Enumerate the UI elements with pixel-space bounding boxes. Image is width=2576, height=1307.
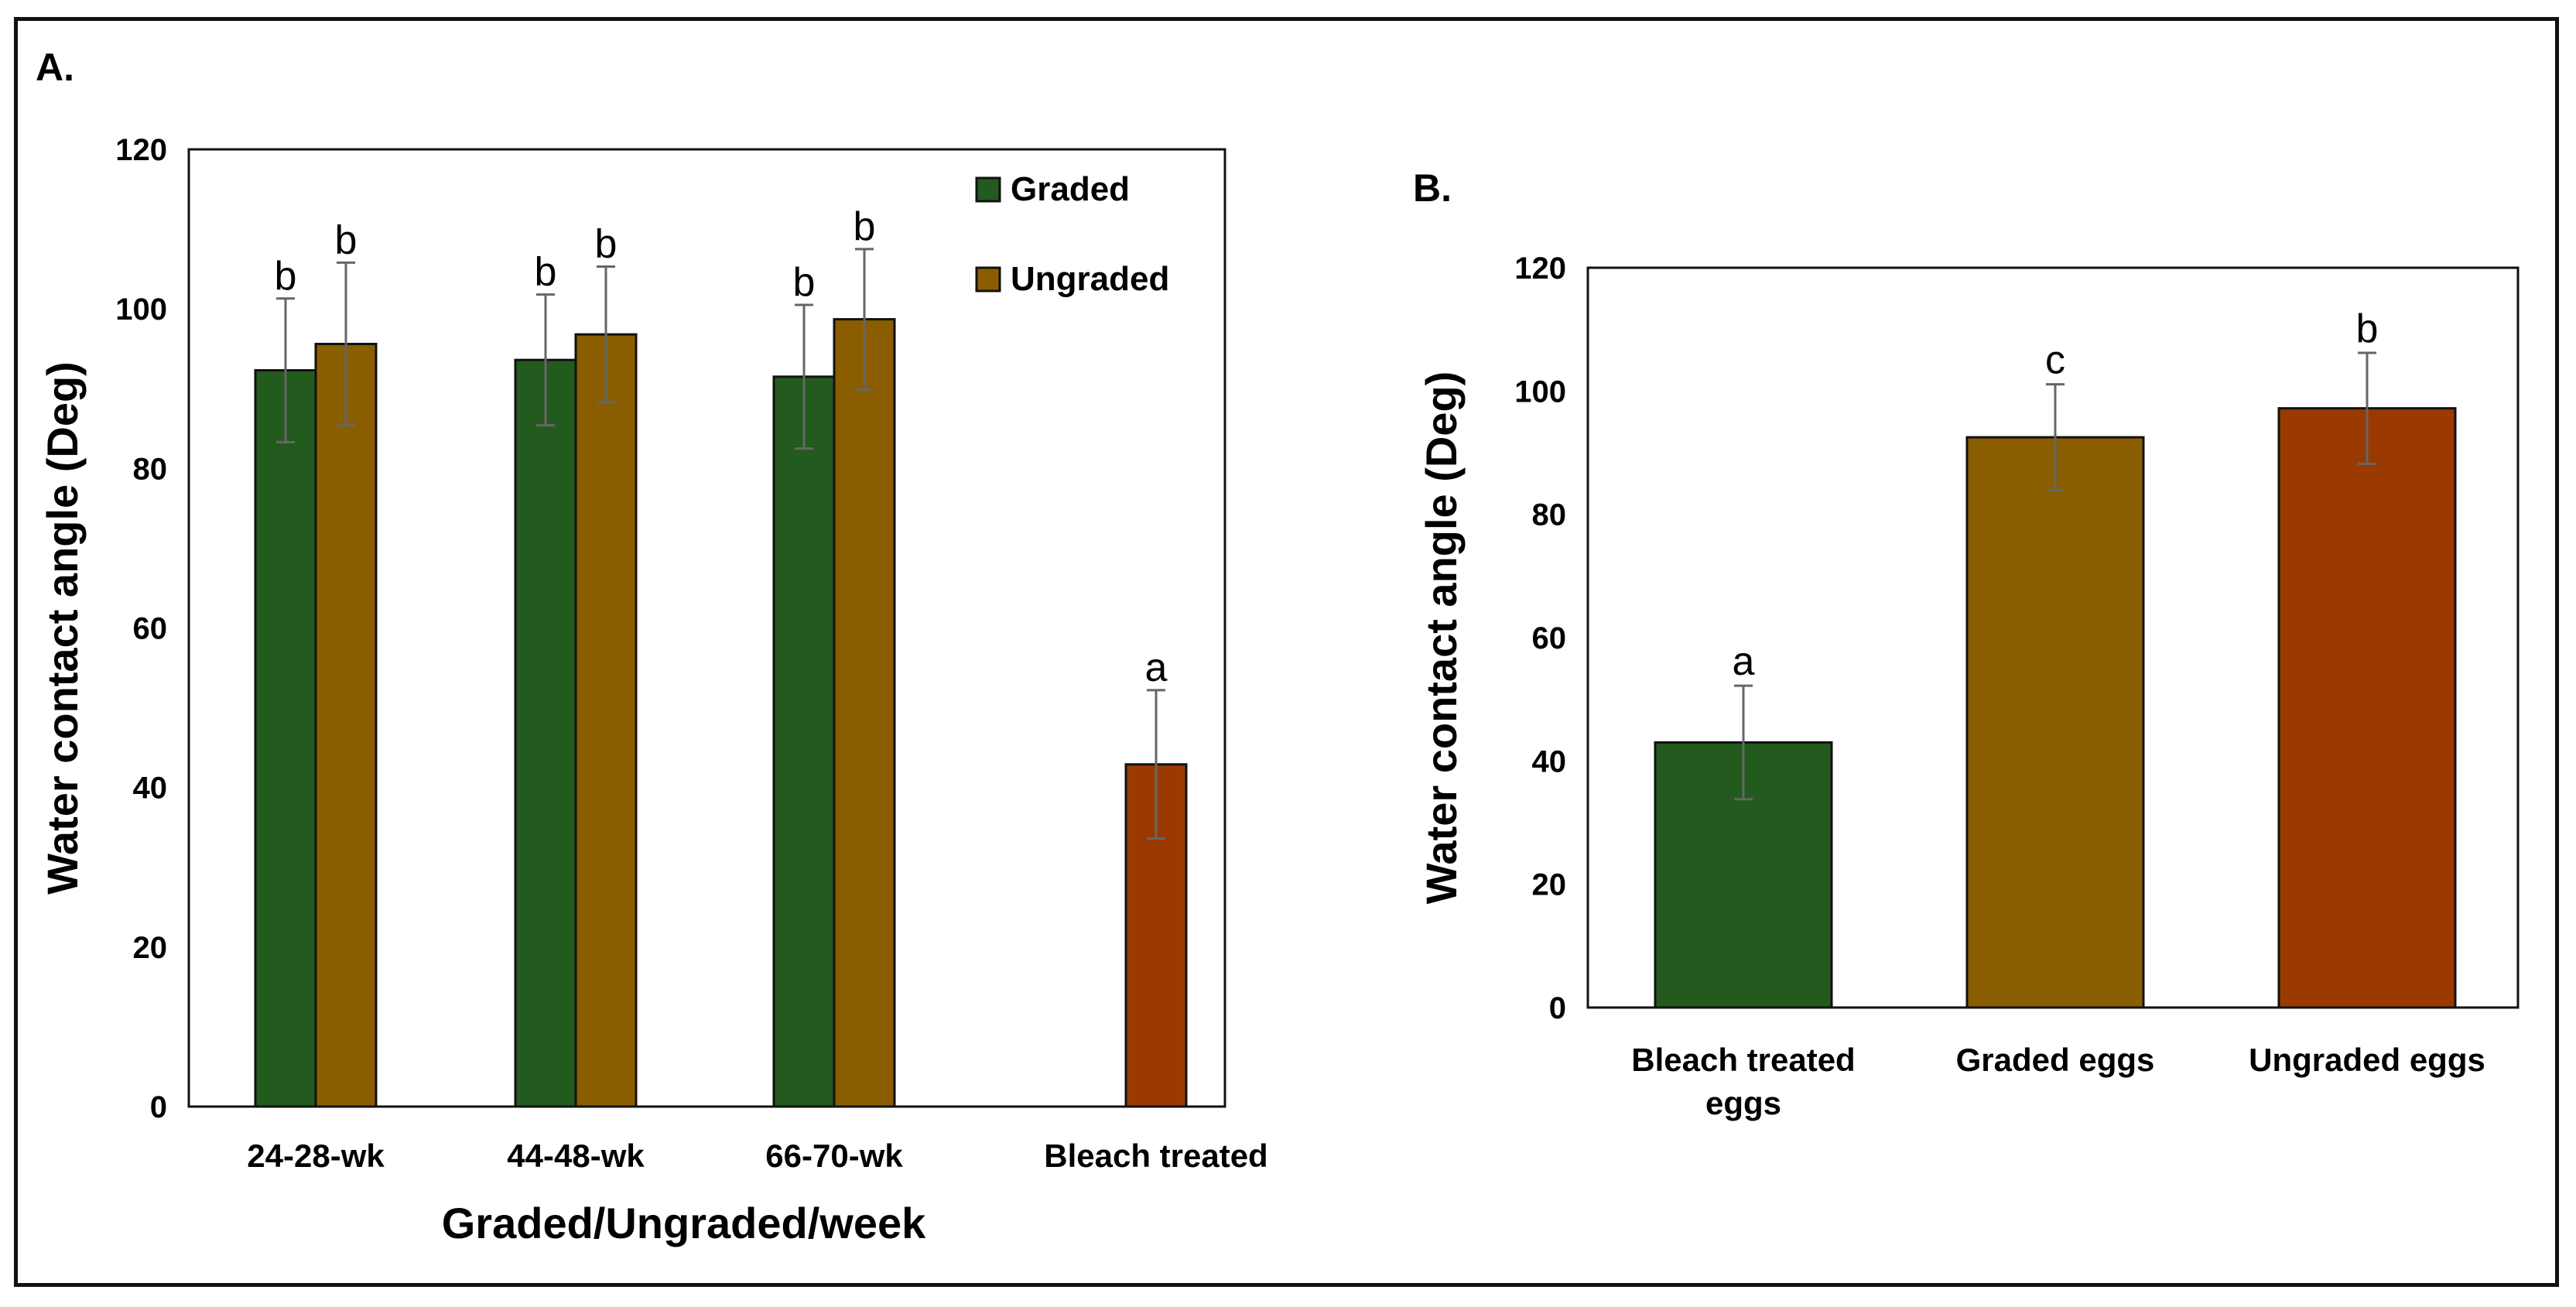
panel-b-bar xyxy=(2277,407,2457,1009)
panel-a-x-tick-label: 24-28-wk xyxy=(247,1138,385,1174)
panel-a-significance-letter: b xyxy=(335,217,357,262)
panel-b-bar xyxy=(1965,436,2145,1009)
panel-a-bar xyxy=(833,318,896,1108)
panel-a-y-tick-label: 100 xyxy=(115,293,167,327)
panel-b-y-tick-label: 0 xyxy=(1549,991,1566,1025)
panel-b-significance-letter: a xyxy=(1733,639,1755,684)
panel-b-y-axis-title: Water contact angle (Deg) xyxy=(1417,371,1466,905)
panel-b-x-tick-label: Bleach treated xyxy=(1631,1042,1855,1078)
panel-a-x-axis-title: Graded/Ungraded/week xyxy=(442,1199,926,1247)
panel-b-label: B. xyxy=(1413,166,1452,210)
panel-a-significance-letter: b xyxy=(595,222,617,267)
panel-a-significance-letter: b xyxy=(793,260,816,305)
panel-a-legend-swatch xyxy=(975,176,1001,203)
panel-a-legend-label: Graded xyxy=(1011,170,1130,208)
panel-a-bar xyxy=(772,375,836,1108)
panel-a-significance-letter: b xyxy=(275,254,297,299)
panel-b-x-tick-label: eggs xyxy=(1705,1085,1781,1121)
panel-b-y-tick-label: 40 xyxy=(1532,744,1567,778)
panel-a-y-tick-label: 60 xyxy=(133,612,168,646)
panel-a-label: A. xyxy=(36,46,74,89)
panel-a-legend-label: Ungraded xyxy=(1011,260,1169,298)
panel-a-bar xyxy=(514,358,577,1108)
panel-a-significance-letter: b xyxy=(535,250,557,295)
panel-a-y-tick-label: 80 xyxy=(133,452,168,486)
panel-a-bar xyxy=(314,343,378,1108)
panel-a-significance-letter: a xyxy=(1145,645,1168,690)
panel-a-y-tick-label: 20 xyxy=(133,931,168,965)
figure-frame xyxy=(14,17,2559,1287)
panel-b-significance-letter: b xyxy=(2356,306,2379,351)
panel-b-y-tick-label: 100 xyxy=(1514,375,1566,409)
panel-a-y-axis-title: Water contact angle (Deg) xyxy=(38,361,87,895)
panel-a-x-tick-label: 66-70-wk xyxy=(765,1138,903,1174)
panel-b-x-tick-label: Graded eggs xyxy=(1956,1042,2155,1078)
panel-b-x-tick-label: Ungraded eggs xyxy=(2249,1042,2485,1078)
panel-a-bar xyxy=(574,333,638,1108)
panel-a-y-tick-label: 0 xyxy=(150,1090,167,1124)
panel-b-y-tick-label: 120 xyxy=(1514,251,1566,286)
panel-a-x-tick-label: 44-48-wk xyxy=(507,1138,645,1174)
panel-a-legend-swatch xyxy=(975,266,1001,293)
panel-a-plot-frame xyxy=(187,148,1226,1108)
panel-b-significance-letter: c xyxy=(2045,338,2065,383)
panel-a-bar xyxy=(254,369,317,1108)
panel-a-significance-letter: b xyxy=(854,204,876,249)
panel-b-y-tick-label: 20 xyxy=(1532,868,1567,902)
panel-a-y-tick-label: 40 xyxy=(133,772,168,806)
panel-a-y-tick-label: 120 xyxy=(115,133,167,167)
panel-b-y-tick-label: 60 xyxy=(1532,621,1567,655)
panel-b-y-tick-label: 80 xyxy=(1532,498,1567,532)
panel-a-x-tick-label: Bleach treated xyxy=(1044,1138,1267,1174)
